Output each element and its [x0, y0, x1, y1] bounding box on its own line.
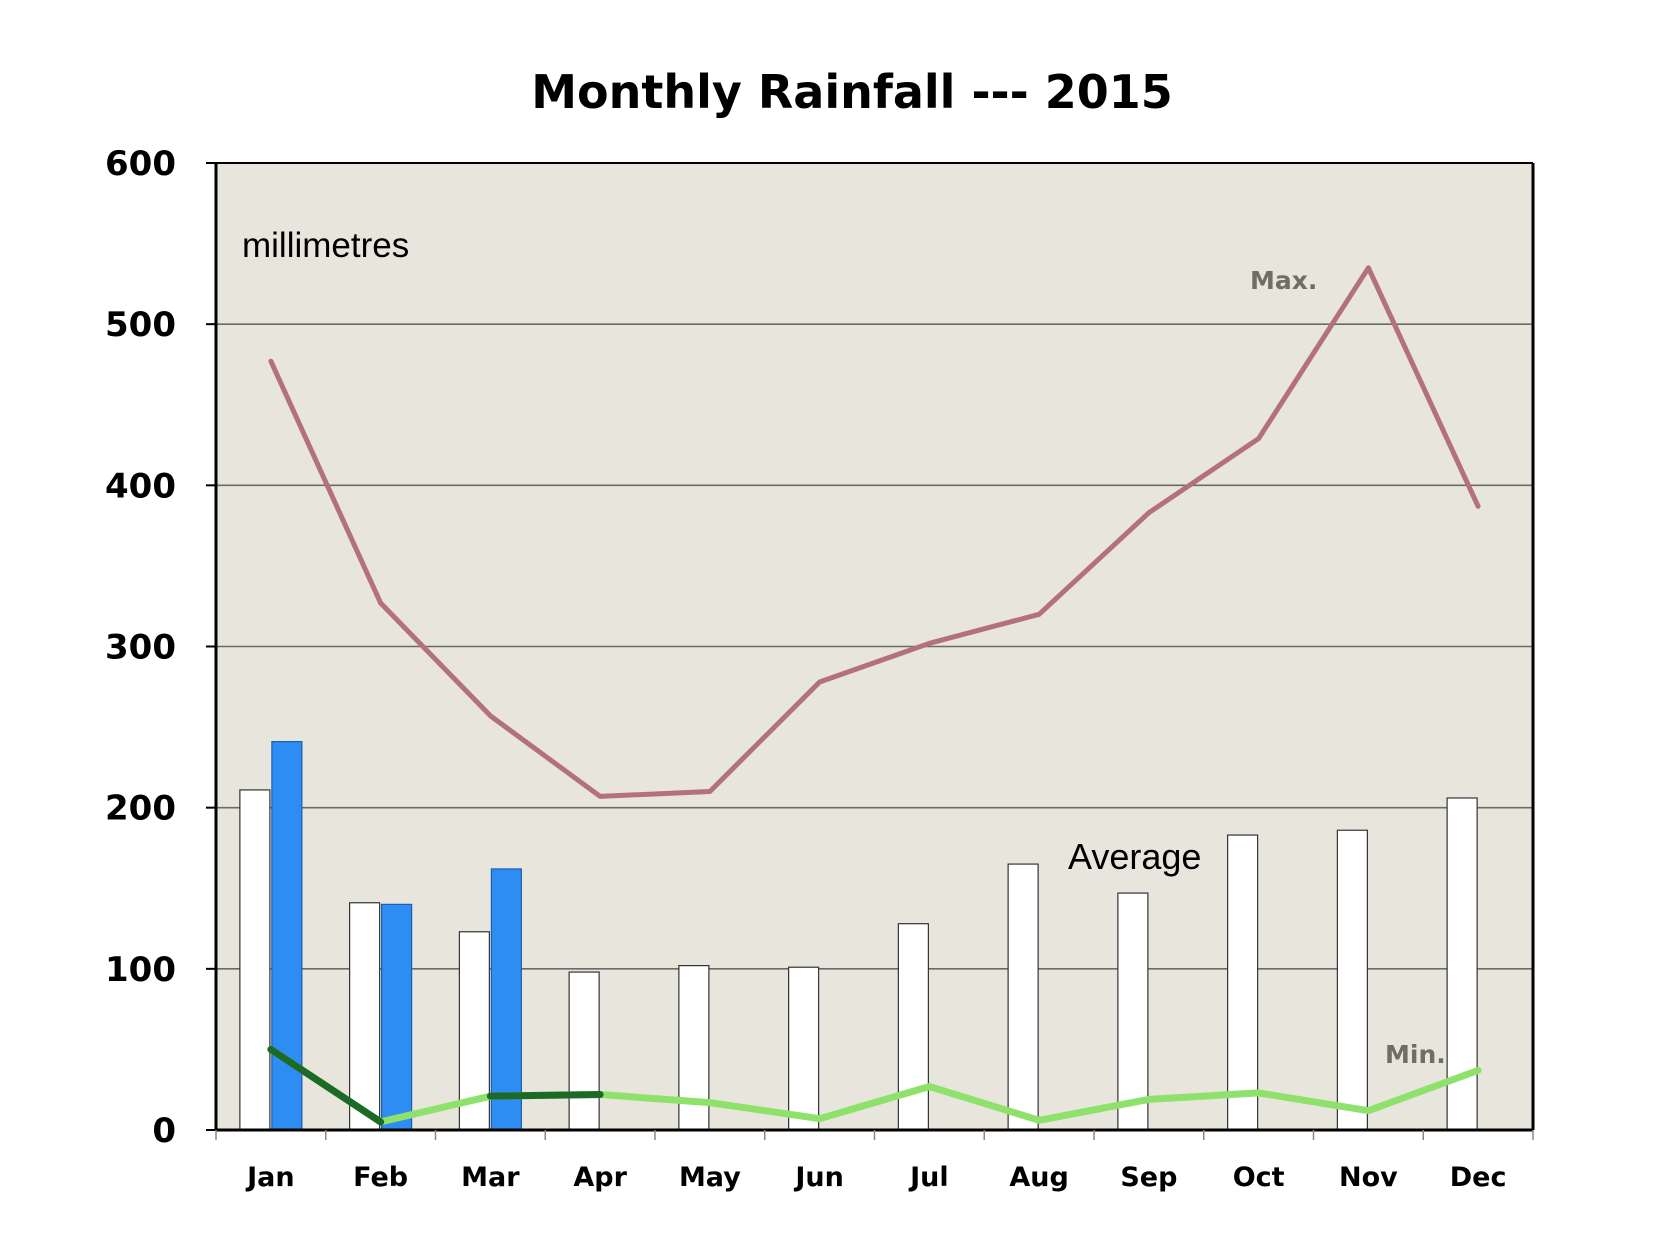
- y-tick-label: 400: [105, 466, 176, 506]
- average-bar: [349, 902, 381, 1131]
- average-bar: [897, 923, 929, 1131]
- x-tick-label: Mar: [461, 1162, 520, 1193]
- rainfall-bar: [490, 868, 522, 1131]
- x-tick-label: May: [679, 1162, 741, 1193]
- rainfall-bar: [381, 903, 413, 1131]
- x-tick-label: Feb: [353, 1162, 408, 1193]
- max-line: [268, 265, 1481, 799]
- gridlines: [216, 323, 1533, 970]
- x-tick-label: Jan: [245, 1162, 295, 1193]
- average-bar: [1336, 829, 1368, 1131]
- y-tick-label: 200: [105, 789, 176, 829]
- min-line-overlap: [267, 1045, 385, 1126]
- y-tick-label: 100: [105, 950, 176, 990]
- axes: [206, 162, 1535, 1140]
- y-tick-label: 0: [152, 1111, 176, 1151]
- chart-title: Monthly Rainfall --- 2015: [531, 65, 1173, 119]
- series-label-average: Average: [1068, 836, 1201, 877]
- y-tick-label: 300: [105, 628, 176, 668]
- series-label-min: Min.: [1385, 1040, 1446, 1069]
- x-tick-label: Aug: [1009, 1162, 1068, 1193]
- x-tick-label: Jul: [908, 1162, 949, 1193]
- unit-label: millimetres: [242, 226, 409, 265]
- average-bar: [1227, 834, 1259, 1131]
- y-tick-label: 600: [105, 144, 176, 184]
- average-bar: [788, 966, 820, 1131]
- y-tick-label: 500: [105, 305, 176, 345]
- x-tick-label: Oct: [1233, 1162, 1285, 1193]
- bars: [239, 740, 1478, 1131]
- x-tick-label: Nov: [1339, 1162, 1398, 1193]
- min-line-overlap: [486, 1091, 604, 1100]
- average-bar: [1117, 892, 1149, 1131]
- x-tick-label: Apr: [573, 1162, 627, 1193]
- average-bar: [568, 971, 600, 1131]
- tick-labels: 0 100 200 300 400 500 600 Jan Feb Mar Apr May Jun Jul…: [105, 144, 1506, 1193]
- x-tick-label: Dec: [1450, 1162, 1507, 1193]
- min-line: [267, 1045, 1482, 1126]
- rainfall-bar: [271, 740, 303, 1131]
- series-label-max: Max.: [1250, 266, 1317, 295]
- x-tick-label: Sep: [1120, 1162, 1177, 1193]
- x-tick-label: Jun: [793, 1162, 844, 1193]
- average-bar: [1007, 863, 1039, 1131]
- average-bar: [239, 789, 271, 1131]
- lines: [267, 265, 1482, 1126]
